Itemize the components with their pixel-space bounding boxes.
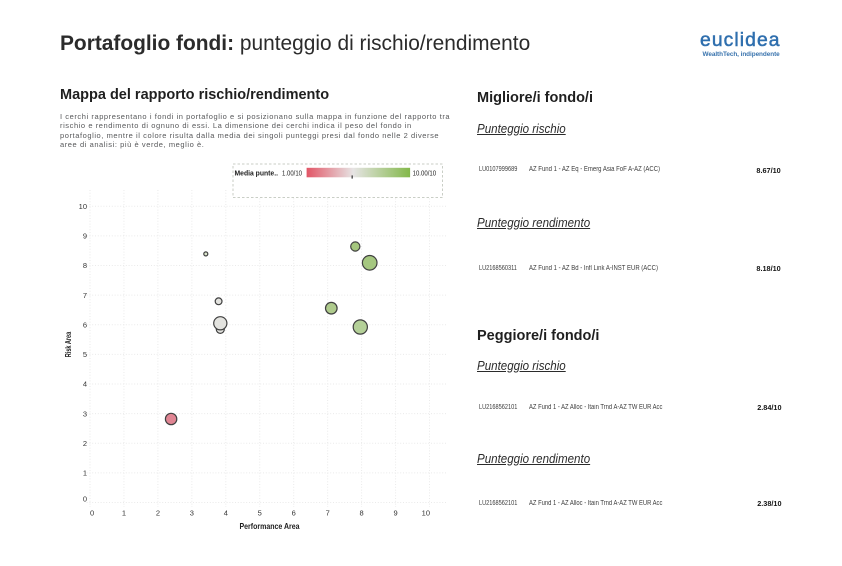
svg-text:0: 0 [90, 509, 94, 518]
svg-text:6: 6 [83, 320, 87, 329]
svg-text:8: 8 [360, 509, 364, 518]
svg-text:0: 0 [83, 494, 87, 503]
svg-text:1.00/10: 1.00/10 [282, 169, 302, 178]
svg-text:3: 3 [83, 409, 87, 418]
svg-text:Media punte..: Media punte.. [235, 171, 279, 178]
svg-text:10.00/10: 10.00/10 [413, 169, 437, 178]
svg-text:10: 10 [422, 509, 430, 518]
svg-text:Performance Area: Performance Area [240, 521, 300, 531]
svg-text:5: 5 [83, 350, 87, 359]
svg-text:4: 4 [224, 509, 228, 518]
svg-text:1: 1 [83, 469, 87, 478]
svg-text:6: 6 [292, 509, 296, 518]
svg-text:10: 10 [79, 202, 87, 211]
svg-text:Risk Area: Risk Area [63, 332, 73, 358]
svg-text:9: 9 [393, 509, 397, 518]
svg-text:9: 9 [83, 232, 87, 241]
svg-text:2: 2 [156, 509, 160, 518]
svg-text:1: 1 [122, 509, 126, 518]
svg-text:7: 7 [326, 509, 330, 518]
svg-text:2: 2 [83, 439, 87, 448]
svg-text:5: 5 [258, 509, 262, 518]
svg-text:4: 4 [83, 380, 87, 389]
svg-text:7: 7 [83, 291, 87, 300]
svg-text:3: 3 [190, 509, 194, 518]
svg-text:8: 8 [83, 261, 87, 270]
